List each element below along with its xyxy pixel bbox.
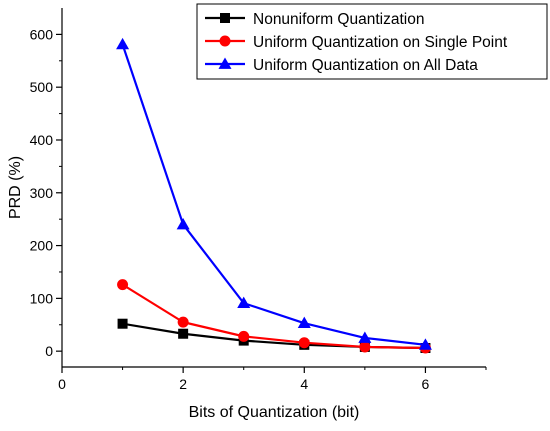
ticks: 0 100 200 300 400 500 600 0 2 4 6 — [30, 26, 487, 392]
data-point — [178, 328, 189, 339]
series-triangle — [116, 37, 432, 350]
y-tick-label: 500 — [30, 79, 54, 95]
series-line — [121, 283, 426, 350]
data-point — [238, 330, 250, 342]
y-tick-label: 0 — [45, 343, 53, 359]
legend-label: Uniform Quantization on Single Point — [253, 34, 508, 51]
x-axis-title: Bits of Quantization (bit) — [189, 404, 360, 421]
legend-item: Uniform Quantization on Single Point — [205, 34, 508, 51]
series — [116, 37, 432, 354]
legend-marker — [218, 57, 232, 69]
data-point — [117, 279, 129, 291]
data-point — [176, 217, 190, 230]
y-tick-label: 200 — [30, 238, 54, 254]
legend-box — [196, 3, 548, 80]
legend-label: Uniform Quantization on All Data — [253, 57, 478, 74]
legend-marker — [220, 13, 230, 23]
x-tick-label: 2 — [179, 376, 187, 392]
data-point — [298, 337, 310, 349]
x-tick-label: 4 — [300, 376, 308, 392]
data-point — [237, 296, 251, 308]
data-point — [116, 37, 130, 50]
y-tick-label: 400 — [30, 132, 54, 148]
legend-item: Uniform Quantization on All Data — [205, 57, 478, 74]
legend: Nonuniform Quantization Uniform Quantizat… — [196, 3, 548, 80]
y-tick-label: 600 — [30, 26, 54, 42]
data-point — [359, 341, 371, 353]
data-point — [177, 316, 189, 328]
legend-marker — [219, 35, 231, 47]
data-point — [358, 331, 372, 343]
y-tick-label: 100 — [30, 290, 54, 306]
data-point — [418, 338, 432, 350]
y-axis-title: PRD (%) — [7, 156, 24, 219]
axes — [61, 8, 486, 368]
data-point — [117, 318, 128, 329]
y-tick-label: 300 — [30, 185, 54, 201]
legend-label: Nonuniform Quantization — [253, 11, 424, 28]
series-line — [121, 44, 426, 346]
x-tick-label: 0 — [58, 376, 66, 392]
data-point — [297, 316, 311, 329]
x-tick-label: 6 — [422, 376, 430, 392]
legend-item: Nonuniform Quantization — [205, 11, 424, 28]
